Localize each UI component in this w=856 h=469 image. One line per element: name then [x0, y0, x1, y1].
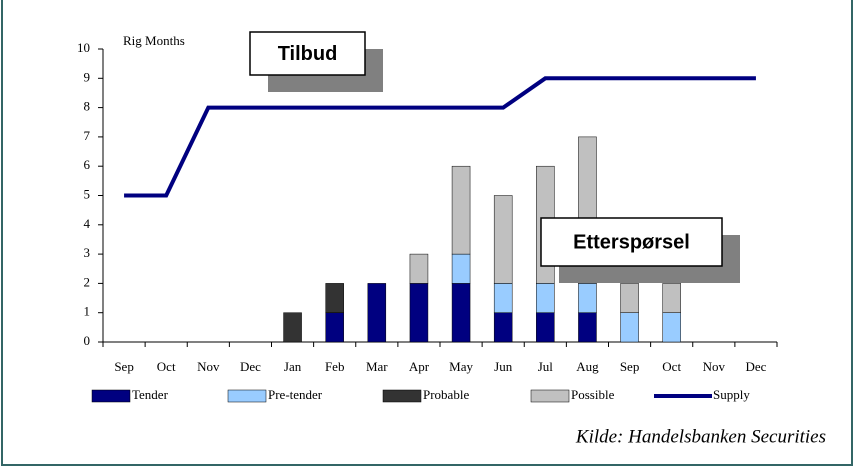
y-tick-label: 8: [84, 99, 91, 114]
bar: [451, 253, 471, 284]
y-tick-label: 10: [77, 40, 90, 55]
bar: [536, 283, 555, 313]
bar: [409, 283, 429, 343]
bar: [409, 253, 429, 284]
bar: [578, 312, 597, 343]
annotation-box: [540, 217, 723, 267]
bar: [578, 283, 597, 313]
bar: [451, 283, 471, 343]
y-tick-label: 0: [84, 333, 91, 348]
x-tick-label: Apr: [409, 359, 430, 374]
y-tick-label: 6: [84, 157, 91, 172]
y-tick-label: 5: [84, 186, 91, 201]
bar: [493, 195, 513, 284]
bar: [325, 312, 344, 343]
bar: [451, 165, 471, 255]
bar: [325, 283, 344, 313]
x-tick-label: Sep: [114, 359, 134, 374]
y-tick-label: 2: [84, 274, 91, 289]
y-tick-label: 4: [84, 216, 91, 231]
legend-label: Probable: [423, 387, 469, 402]
source: Kilde: Handelsbanken Securities: [575, 426, 826, 447]
legend-label: Supply: [713, 387, 750, 402]
y-axis-label: Rig Months: [123, 33, 185, 48]
bar: [493, 312, 513, 343]
legend-swatch: [227, 389, 267, 403]
x-tick-label: Oct: [662, 359, 681, 374]
y-tick-label: 9: [84, 69, 91, 84]
legend-label: Pre-tender: [268, 387, 323, 402]
x-tick-label: Dec: [240, 359, 261, 374]
x-tick-label: Dec: [745, 359, 766, 374]
bar: [493, 283, 513, 313]
bar: [536, 312, 555, 343]
x-tick-label: Sep: [620, 359, 640, 374]
legend-swatch: [382, 389, 422, 403]
legend-label: Tender: [132, 387, 169, 402]
x-tick-label: Jul: [538, 359, 554, 374]
legend-swatch: [91, 389, 131, 403]
y-tick-label: 3: [84, 245, 91, 260]
x-tick-label: Jan: [284, 359, 302, 374]
y-tick-label: 7: [84, 128, 91, 143]
x-tick-label: Aug: [576, 359, 599, 374]
x-tick-label: Feb: [325, 359, 345, 374]
x-tick-label: Mar: [366, 359, 388, 374]
bar: [662, 312, 681, 343]
bar: [283, 312, 302, 343]
x-tick-label: May: [449, 359, 473, 374]
annotation-box: [249, 31, 366, 76]
legend-label: Possible: [571, 387, 615, 402]
x-tick-label: Jun: [494, 359, 513, 374]
bar: [662, 283, 681, 313]
x-tick-label: Nov: [703, 359, 726, 374]
x-tick-label: Oct: [157, 359, 176, 374]
bar: [367, 283, 387, 343]
annotation: Tilbud: [278, 43, 338, 65]
x-tick-label: Nov: [197, 359, 220, 374]
supply-line: [124, 76, 756, 198]
legend-swatch: [530, 389, 570, 403]
bar: [620, 312, 639, 343]
bar: [620, 283, 639, 313]
annotation: Etterspørsel: [573, 231, 690, 253]
y-tick-label: 1: [84, 304, 91, 319]
